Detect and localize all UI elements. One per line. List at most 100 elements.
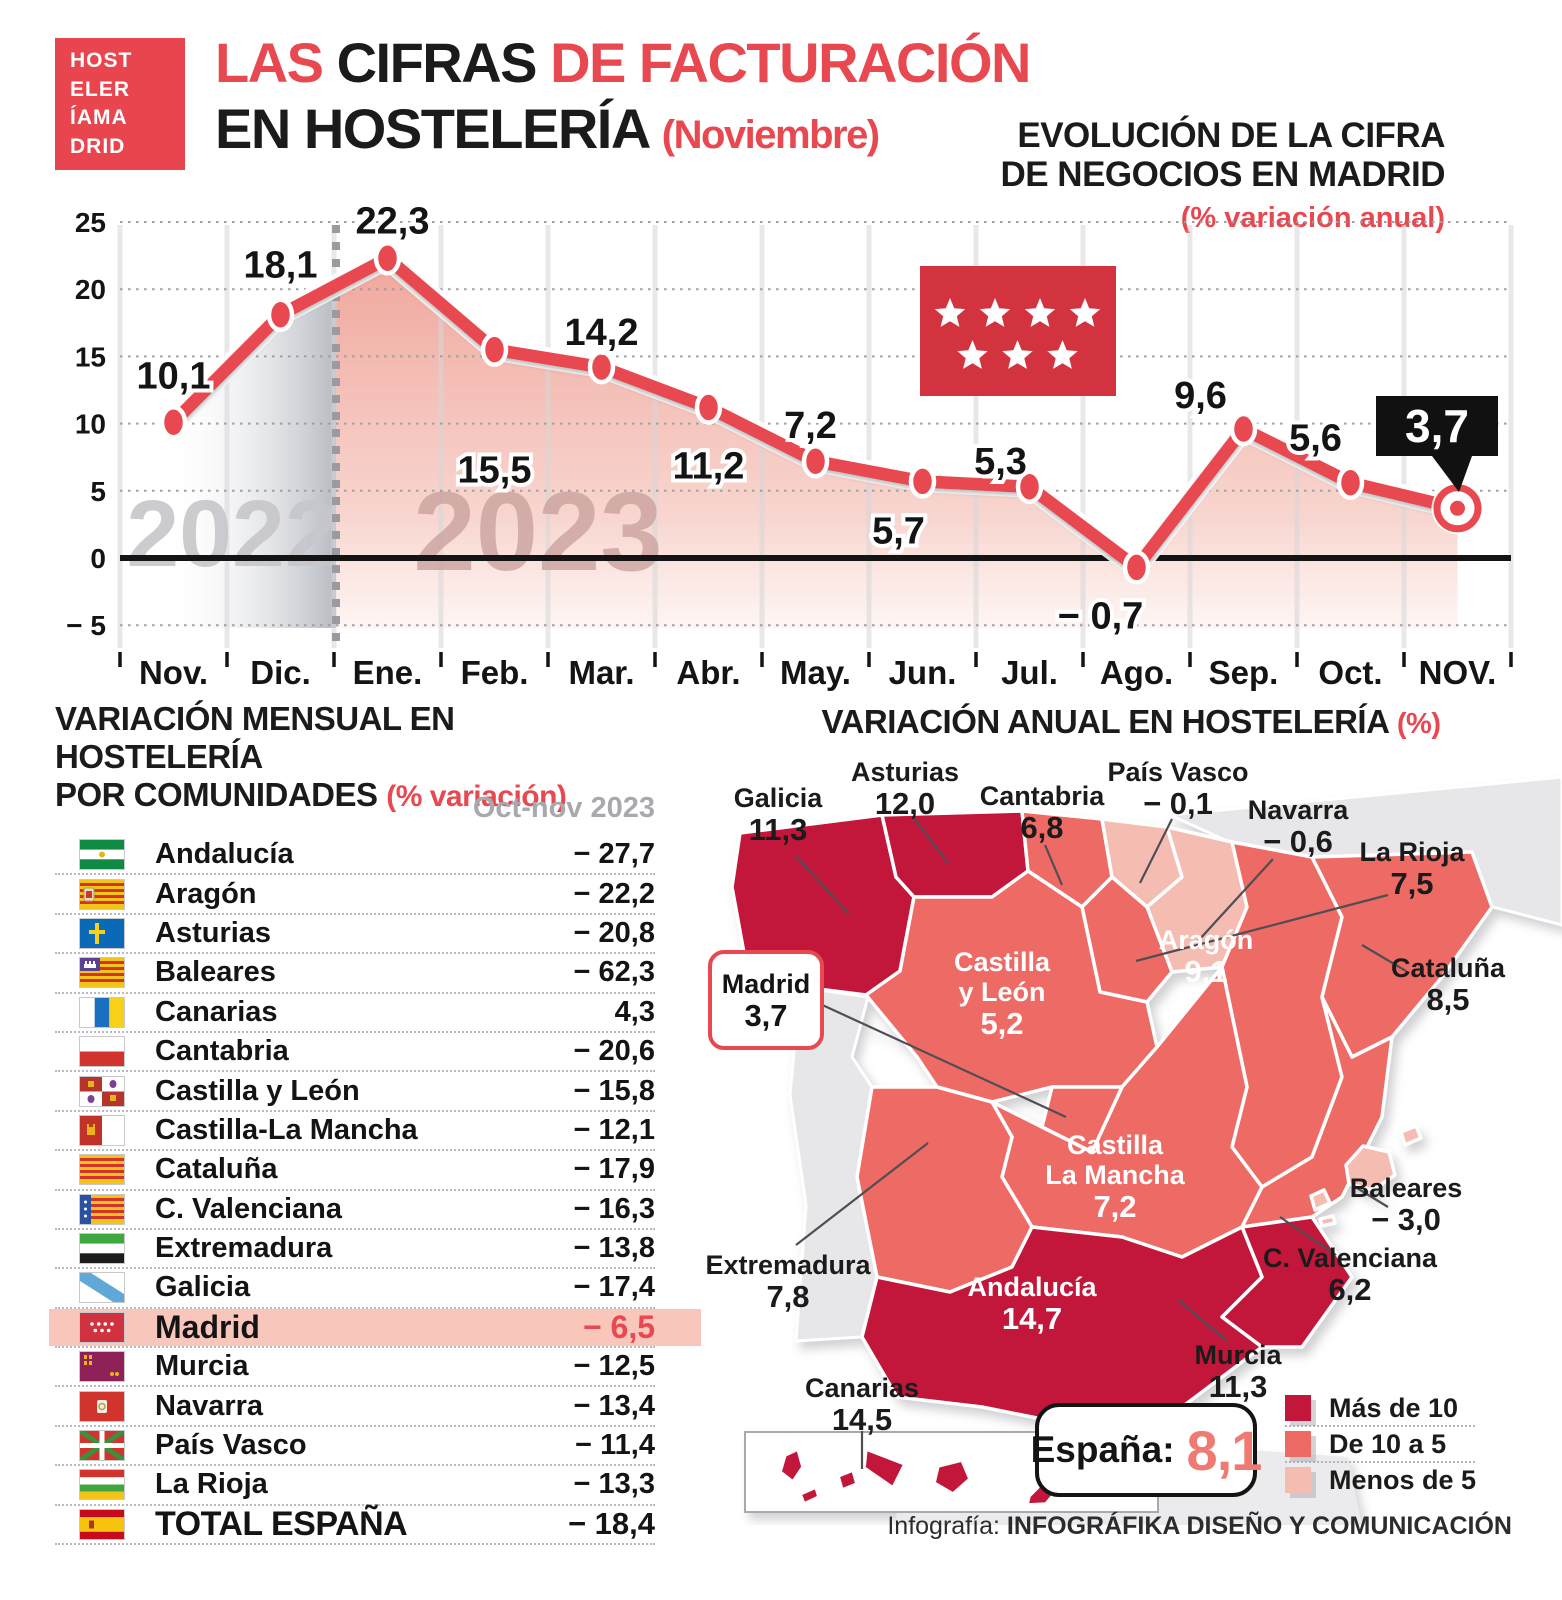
region-value: − 15,8	[573, 1074, 655, 1107]
point-label: 10,1	[137, 355, 211, 397]
map-region-canarias	[778, 1447, 805, 1484]
espana-total-badge: España: 8,1	[1031, 1403, 1262, 1497]
galicia-flag-icon	[79, 1272, 125, 1304]
aragon-flag-icon	[79, 878, 125, 910]
month-label: Oct.	[1318, 654, 1382, 691]
table-row-madrid: Madrid − 6,5	[49, 1308, 701, 1349]
point-label: − 0,7	[1058, 595, 1144, 637]
region-value: − 16,3	[573, 1192, 655, 1225]
larioja-flag-icon	[79, 1469, 125, 1501]
table-row-extremadura: Extremadura − 13,8	[55, 1230, 655, 1270]
nov-callout: 3,7	[1376, 396, 1498, 492]
logo-row: HOST	[70, 48, 133, 72]
month-label: Jul.	[1001, 654, 1058, 691]
region-name: La Rioja	[155, 1468, 268, 1501]
region-name: Aragón	[1158, 925, 1254, 955]
region-value: − 13,8	[573, 1232, 655, 1265]
region-name: Murcia	[155, 1350, 249, 1383]
region-value: 6,2	[1328, 1272, 1372, 1307]
legend-swatch	[1285, 1395, 1311, 1421]
map-region-canarias	[798, 1485, 821, 1506]
point-label: 9,6	[1174, 375, 1227, 417]
table-row-larioja: La Rioja − 13,3	[55, 1466, 655, 1506]
month-label: Jun.	[889, 654, 957, 691]
table-row-clm: Castilla-La Mancha − 12,1	[55, 1112, 655, 1152]
svg-text:20: 20	[75, 274, 106, 305]
region-name: Extremadura	[705, 1250, 871, 1280]
map-label-larioja: La Rioja 7,5	[1359, 837, 1464, 900]
region-value: − 20,6	[573, 1035, 655, 1068]
region-name: Castilla y León	[155, 1074, 360, 1107]
cataluna-flag-icon	[79, 1154, 125, 1186]
region-value: 11,3	[748, 812, 808, 847]
map-label-cantabria: Cantabria 6,8	[980, 781, 1105, 844]
espana-label: España:	[1030, 1429, 1175, 1470]
spain-map-svg	[730, 775, 1562, 1525]
region-name: Navarra	[155, 1389, 264, 1422]
navarra-flag-icon	[79, 1390, 125, 1422]
region-name: TOTAL ESPAÑA	[155, 1504, 408, 1543]
extremadura-flag-icon	[79, 1233, 125, 1265]
table-title-note: (% variación)	[386, 780, 567, 813]
credit-line: Infografía: INFOGRÁFIKA DISEÑO Y COMUNIC…	[887, 1512, 1512, 1541]
subtitle-line: DE NEGOCIOS EN MADRID	[1000, 155, 1445, 195]
region-name: Baleares	[155, 956, 276, 989]
point-label: 14,2	[565, 312, 639, 354]
region-name: Canarias	[804, 1373, 920, 1403]
murcia-flag-icon	[79, 1351, 125, 1383]
region-value: − 12,5	[573, 1350, 655, 1383]
map-region-canarias	[932, 1458, 972, 1496]
point-label: 18,1	[244, 245, 318, 287]
chart-subtitle: EVOLUCIÓN DE LA CIFRA DE NEGOCIOS EN MAD…	[1000, 116, 1445, 235]
legend-item: Más de 10	[1285, 1391, 1475, 1427]
region-value: 7,5	[1390, 866, 1434, 901]
region-name: Canarias	[155, 995, 278, 1028]
region-name: Cataluña	[155, 1153, 278, 1186]
region-value: 11,3	[1208, 1369, 1268, 1404]
watermark-2023: 2023	[413, 469, 662, 594]
region-name: País Vasco	[155, 1429, 307, 1462]
castillaleon-flag-icon	[79, 1075, 125, 1107]
legend-label: De 10 a 5	[1329, 1428, 1447, 1459]
legend-item: Menos de 5	[1285, 1463, 1476, 1497]
logo-row: DRID	[70, 135, 126, 159]
svg-text:15: 15	[75, 341, 106, 372]
credit-prefix: Infografía:	[887, 1512, 1007, 1540]
region-name: Asturias	[850, 757, 960, 787]
cantabria-flag-icon	[79, 1036, 125, 1068]
map-legend: Más de 10 De 10 a 5 Menos de 5	[1285, 1391, 1476, 1497]
region-value: − 20,8	[573, 916, 655, 949]
region-name: y León	[958, 977, 1046, 1007]
region-name: Cantabria	[155, 1035, 289, 1068]
region-name: País Vasco	[1107, 757, 1249, 787]
map-label-valencia: C. Valenciana 6,2	[1263, 1243, 1437, 1306]
region-value: − 12,1	[573, 1113, 655, 1146]
table-rows: Andalucía − 27,7 Aragón − 22,2 Asturias − 20,…	[49, 836, 701, 1546]
map-region-canarias	[862, 1447, 907, 1490]
page-title: LAS CIFRAS DE FACTURACIÓN EN HOSTELERÍA …	[215, 30, 1031, 162]
region-value: 9,1	[1184, 954, 1228, 989]
region-value: 7,2	[1093, 1189, 1137, 1224]
region-name: C. Valenciana	[155, 1192, 342, 1225]
region-value: 4,3	[614, 995, 655, 1028]
month-label: May.	[780, 654, 851, 691]
region-name: Madrid	[721, 968, 811, 999]
map-connector-lines	[794, 816, 1407, 1469]
region-value: − 17,9	[573, 1153, 655, 1186]
map-label-canarias: Canarias 14,5	[805, 1373, 919, 1436]
table-row-valenciana: C. Valenciana − 16,3	[55, 1191, 655, 1230]
month-label: Feb.	[461, 654, 529, 691]
map-title: VARIACIÓN ANUAL EN HOSTELERÍA (%)	[821, 703, 1441, 740]
table-row-castillaleon: Castilla y León − 15,8	[55, 1072, 655, 1112]
legend-swatch	[1285, 1431, 1311, 1457]
region-value: − 13,3	[573, 1468, 655, 1501]
region-value: 5,2	[980, 1006, 1024, 1041]
map-label-clm: Castilla La Mancha 7,2	[1045, 1130, 1185, 1223]
map-label-paisvasco: País Vasco − 0,1	[1107, 757, 1248, 820]
clm-flag-icon	[79, 1114, 125, 1146]
region-name: Navarra	[1247, 795, 1349, 825]
title-segment: LAS	[215, 31, 324, 94]
legend-swatch	[1285, 1467, 1311, 1493]
table-row-galicia: Galicia − 17,4	[55, 1269, 655, 1309]
